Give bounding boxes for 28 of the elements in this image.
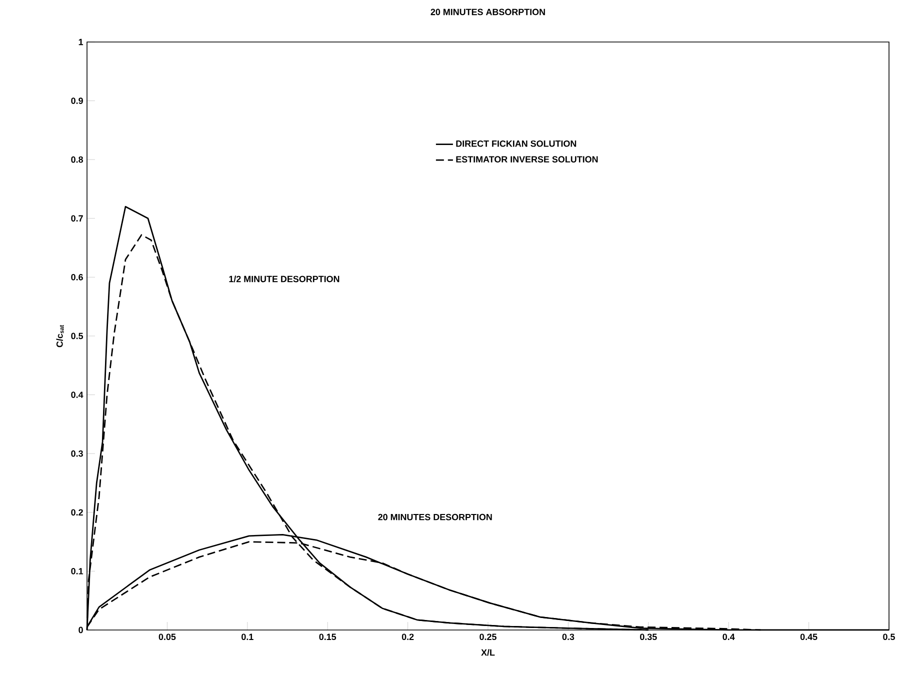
x-tick-label: 0.35 [640, 634, 657, 640]
x-tick-label: 0.45 [800, 634, 818, 640]
y-tick-label: 0 [78, 626, 83, 634]
x-tick-label: 0.1 [242, 634, 254, 640]
y-tick-label: 0.7 [71, 215, 83, 222]
x-axis-title: X/L [481, 649, 495, 656]
x-tick-label: 0.05 [158, 634, 176, 640]
chart-title: 20 MINUTES ABSORPTION [430, 8, 545, 16]
annotation: 20 MINUTES DESORPTION [378, 514, 492, 520]
y-tick-label: 0.6 [71, 274, 83, 280]
y-tick-label: 0.4 [71, 392, 84, 398]
y-tick-label: 1 [78, 38, 84, 46]
x-tick-label: 0.5 [883, 634, 895, 640]
y-tick-label: 0.1 [71, 568, 84, 574]
y-tick-label: 0.2 [71, 509, 83, 516]
y-tick-label: 0.5 [71, 332, 84, 340]
x-tick-label: 0.4 [722, 634, 735, 640]
x-tick-label: 0.15 [319, 634, 336, 640]
legend-label: DIRECT FICKIAN SOLUTION [456, 140, 576, 147]
y-tick-label: 0.9 [71, 98, 83, 104]
legend-label: ESTIMATOR INVERSE SOLUTION [456, 156, 598, 163]
x-tick-label: 0.25 [480, 634, 496, 640]
y-tick-label: 0.3 [71, 450, 83, 457]
annotation: 1/2 MINUTE DESORPTION [229, 276, 340, 282]
y-tick-label: 0.8 [71, 156, 84, 163]
y-axis-title: C/c$_{sat}$ [56, 325, 64, 348]
x-tick-label: 0.3 [562, 634, 574, 640]
x-tick-label: 0.2 [402, 634, 414, 640]
